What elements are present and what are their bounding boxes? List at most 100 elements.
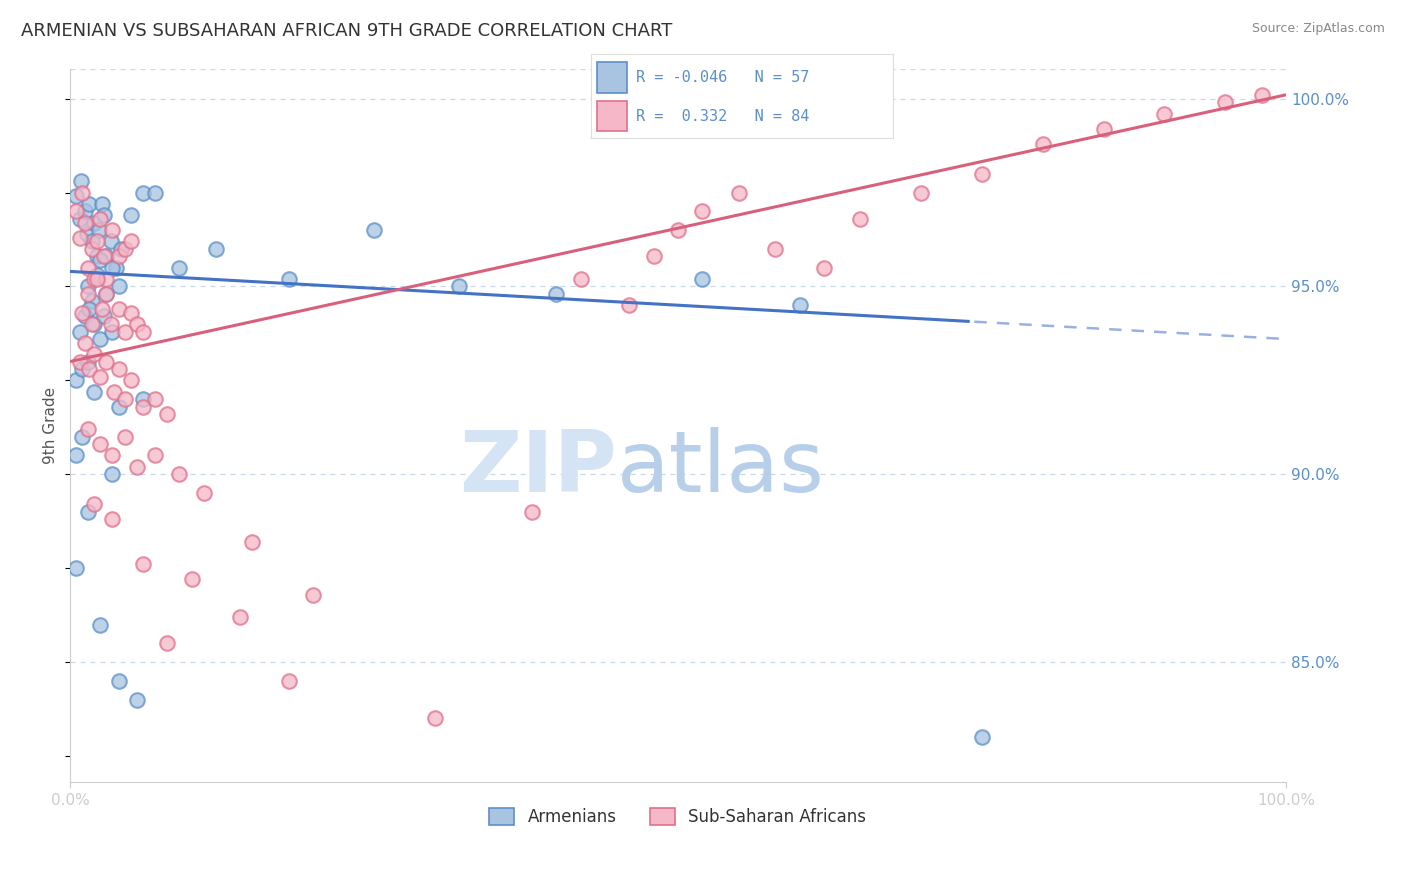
Point xyxy=(132,400,155,414)
Point xyxy=(1092,121,1115,136)
Point xyxy=(89,211,111,226)
Point xyxy=(65,204,87,219)
Point xyxy=(90,196,112,211)
Point xyxy=(727,186,749,200)
Point xyxy=(277,272,299,286)
Point xyxy=(132,392,155,406)
Point xyxy=(96,249,118,263)
Point xyxy=(107,400,129,414)
Point xyxy=(83,497,105,511)
Point xyxy=(849,211,872,226)
Point xyxy=(101,512,124,526)
Point xyxy=(143,186,166,200)
Point xyxy=(107,362,129,376)
Point xyxy=(107,249,129,263)
Point xyxy=(86,249,108,263)
Point xyxy=(302,587,325,601)
Point xyxy=(1213,95,1236,110)
Point xyxy=(569,272,592,286)
Point xyxy=(83,272,105,286)
Point xyxy=(107,301,129,316)
Point xyxy=(77,422,100,436)
Point xyxy=(125,692,148,706)
Point xyxy=(73,335,96,350)
Point xyxy=(132,558,155,572)
Point xyxy=(93,310,115,324)
Point xyxy=(143,392,166,406)
Point xyxy=(80,294,103,309)
Point xyxy=(65,373,87,387)
Point xyxy=(423,711,446,725)
Point xyxy=(77,260,100,275)
Point xyxy=(169,467,191,482)
Point xyxy=(69,325,91,339)
Point xyxy=(363,223,385,237)
Point xyxy=(65,449,87,463)
Point xyxy=(73,310,96,324)
Point xyxy=(132,186,155,200)
Point xyxy=(80,235,103,249)
Point xyxy=(1250,87,1272,102)
Point xyxy=(77,354,100,368)
Point xyxy=(114,242,136,256)
Point xyxy=(107,279,129,293)
Point xyxy=(101,449,124,463)
Point xyxy=(65,189,87,203)
Point xyxy=(120,306,142,320)
Point xyxy=(70,430,93,444)
Point xyxy=(76,227,98,241)
Point xyxy=(789,298,811,312)
Point xyxy=(70,186,93,200)
Point xyxy=(240,535,263,549)
Point xyxy=(100,317,122,331)
Point xyxy=(69,354,91,368)
Point xyxy=(89,332,111,346)
Point xyxy=(666,223,689,237)
Point xyxy=(83,216,105,230)
Point xyxy=(100,235,122,249)
Point xyxy=(79,301,101,316)
Y-axis label: 9th Grade: 9th Grade xyxy=(44,387,58,464)
Point xyxy=(180,573,202,587)
Point xyxy=(80,317,103,331)
Text: atlas: atlas xyxy=(617,426,825,509)
Point xyxy=(93,249,115,263)
Point xyxy=(156,636,179,650)
Point xyxy=(143,449,166,463)
Point xyxy=(1153,106,1175,120)
Point xyxy=(101,467,124,482)
Point xyxy=(80,242,103,256)
Point xyxy=(120,235,142,249)
Point xyxy=(520,505,543,519)
Bar xyxy=(596,101,627,131)
Point xyxy=(70,174,93,188)
Point xyxy=(546,287,568,301)
Point xyxy=(277,673,299,688)
Point xyxy=(69,230,91,244)
Point xyxy=(77,279,100,293)
Point xyxy=(114,392,136,406)
Point xyxy=(96,287,118,301)
Point xyxy=(114,325,136,339)
Point xyxy=(813,260,835,275)
Point xyxy=(447,279,470,293)
Text: ARMENIAN VS SUBSAHARAN AFRICAN 9TH GRADE CORRELATION CHART: ARMENIAN VS SUBSAHARAN AFRICAN 9TH GRADE… xyxy=(21,22,672,40)
Point xyxy=(89,253,111,268)
Point xyxy=(643,249,665,263)
Point xyxy=(690,272,713,286)
Point xyxy=(70,362,93,376)
Point xyxy=(90,301,112,316)
Text: R = -0.046   N = 57: R = -0.046 N = 57 xyxy=(636,70,810,85)
Point xyxy=(169,260,191,275)
Point xyxy=(1032,136,1054,151)
Point xyxy=(101,325,124,339)
Point xyxy=(101,260,124,275)
Point xyxy=(110,242,132,256)
Point xyxy=(86,272,108,286)
Point xyxy=(83,317,105,331)
Point xyxy=(120,373,142,387)
Point xyxy=(77,505,100,519)
Legend: Armenians, Sub-Saharan Africans: Armenians, Sub-Saharan Africans xyxy=(481,800,875,835)
Point xyxy=(107,673,129,688)
Text: R =  0.332   N = 84: R = 0.332 N = 84 xyxy=(636,109,810,124)
